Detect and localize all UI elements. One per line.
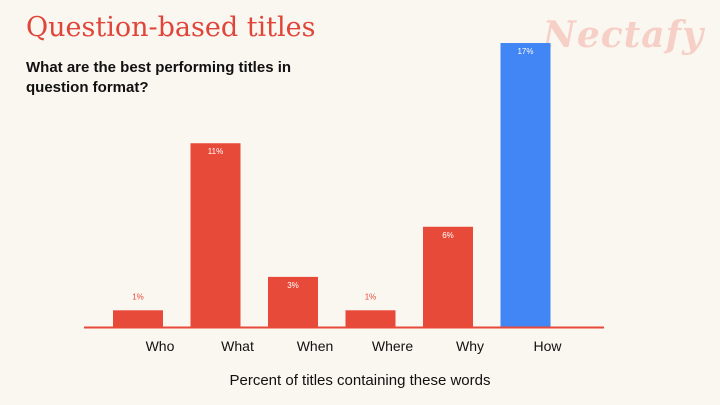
data-label-what: 11% <box>208 147 223 156</box>
bar-what <box>190 143 241 327</box>
bar-who <box>113 310 163 327</box>
bar-how <box>500 43 551 327</box>
x-tick-what: What <box>221 338 254 354</box>
x-tick-how: How <box>533 338 562 354</box>
bars-group: 1% Who 11% What 3% When 1% Where 6% Why 17% How <box>113 43 562 354</box>
bar-where <box>345 310 396 327</box>
x-tick-why: Why <box>456 338 484 354</box>
chart-title: Question-based titles <box>26 12 316 43</box>
x-tick-where: Where <box>372 338 413 354</box>
bar-when <box>268 276 318 327</box>
data-label-who: 1% <box>132 292 144 301</box>
data-label-why: 6% <box>442 231 454 240</box>
data-label-how: 17% <box>517 47 533 56</box>
brand-logo: Nectafy <box>542 14 704 56</box>
chart-subtitle: What are the best performing titles in q… <box>26 59 292 96</box>
data-label-when: 3% <box>287 281 299 290</box>
x-axis-label: Percent of titles containing these words <box>229 372 491 389</box>
data-label-where: 1% <box>365 292 377 301</box>
x-tick-who: Who <box>146 338 175 354</box>
bar-why <box>423 226 473 327</box>
x-tick-when: When <box>297 338 334 354</box>
